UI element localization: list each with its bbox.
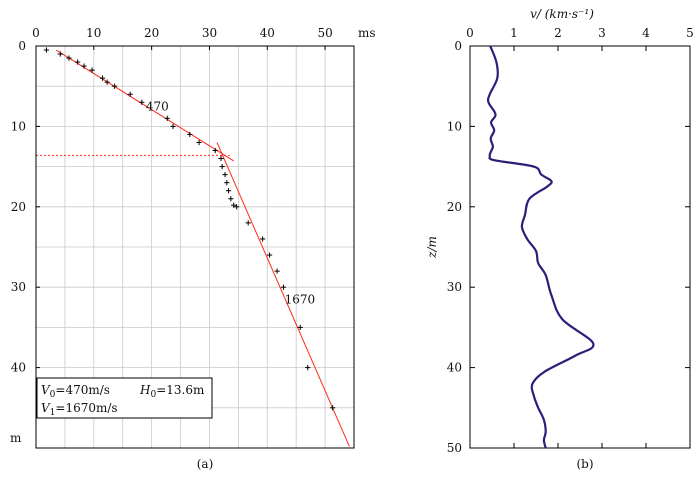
velocity-curve: [486, 45, 595, 449]
y-tick-label: 50: [447, 441, 462, 455]
panel-a-ticks: 0 10 20 30 40 50 0 10 20 30 40: [11, 26, 333, 375]
panel-a-frame: [35, 45, 355, 449]
data-point: [187, 131, 193, 138]
data-point: [212, 147, 218, 154]
y-tick-label: 40: [447, 361, 462, 375]
data-point: [127, 91, 133, 97]
x-tick-label: 0: [32, 26, 40, 40]
panel-a-y-unit: m: [10, 431, 22, 445]
data-point: [81, 63, 87, 69]
x-tick-label: 1: [510, 26, 518, 40]
data-point: [260, 236, 266, 242]
data-point: [196, 139, 202, 146]
y-tick-label: 30: [11, 280, 26, 294]
x-tick-label: 50: [317, 26, 332, 40]
data-point: [104, 79, 110, 85]
panel-b-y-axis-label: z/m: [425, 236, 439, 259]
panel-a-caption: (a): [197, 457, 214, 471]
y-tick-label: 40: [11, 361, 26, 375]
data-point: [112, 83, 118, 89]
data-point: [222, 172, 228, 178]
panel-a-grid: [36, 46, 354, 448]
x-tick-label: 0: [466, 26, 474, 40]
data-point: [164, 115, 170, 121]
legend-v0: V0=470m/s: [41, 383, 110, 400]
fit-line-label-470: 470: [146, 99, 169, 113]
data-point: [231, 202, 237, 208]
panel-b-frame: [469, 45, 691, 449]
data-point: [57, 51, 63, 57]
x-tick-label: 2: [554, 26, 562, 40]
fit-line-1670: [216, 142, 350, 447]
panel-b-x-axis-label: v/ (km·s⁻¹): [530, 7, 594, 21]
data-point: [245, 220, 251, 226]
panel-a-x-unit: ms: [358, 26, 376, 40]
data-point: [228, 196, 234, 202]
y-tick-label: 20: [11, 200, 26, 214]
data-point: [99, 75, 106, 81]
panel-a-data-points: [43, 47, 336, 411]
y-tick-label: 20: [447, 200, 462, 214]
y-tick-label: 10: [11, 119, 26, 133]
data-point: [66, 55, 72, 61]
x-tick-label: 4: [642, 26, 650, 40]
data-point: [266, 252, 273, 258]
panel-a-fit-lines: [36, 49, 350, 447]
fit-line-label-1670: 1670: [285, 292, 316, 306]
legend-box: [36, 377, 213, 419]
data-point: [218, 155, 224, 162]
data-point: [297, 324, 303, 330]
data-point: [89, 67, 95, 73]
fit-line-470: [55, 49, 235, 162]
x-tick-label: 5: [686, 26, 694, 40]
data-point: [234, 204, 240, 210]
data-point: [305, 365, 311, 371]
panel-a-legend: V0=470m/s H0=13.6m V1=1670m/s: [36, 377, 213, 419]
data-point: [280, 284, 287, 290]
data-point: [225, 188, 232, 194]
panel-a-travel-time-plot: 0 10 20 30 40 50 0 10 20 30 40 ms m 470 1670 V0=47…: [10, 26, 376, 471]
data-point: [330, 405, 336, 411]
y-tick-label: 10: [447, 119, 462, 133]
legend-v1: V1=1670m/s: [41, 401, 118, 418]
data-point: [75, 59, 81, 65]
x-tick-label: 30: [202, 26, 217, 40]
x-tick-label: 10: [86, 26, 101, 40]
panel-b-caption: (b): [576, 457, 593, 471]
data-point: [224, 180, 230, 186]
x-tick-label: 20: [144, 26, 159, 40]
x-tick-label: 40: [260, 26, 275, 40]
data-point: [170, 123, 176, 129]
data-point: [43, 47, 50, 53]
data-point: [219, 164, 225, 170]
y-tick-label: 0: [18, 39, 26, 53]
data-point: [139, 99, 145, 105]
y-tick-label: 30: [447, 280, 462, 294]
y-tick-label: 0: [454, 39, 462, 53]
data-point: [274, 268, 280, 274]
x-tick-label: 3: [598, 26, 606, 40]
legend-h0: H0=13.6m: [139, 383, 205, 400]
